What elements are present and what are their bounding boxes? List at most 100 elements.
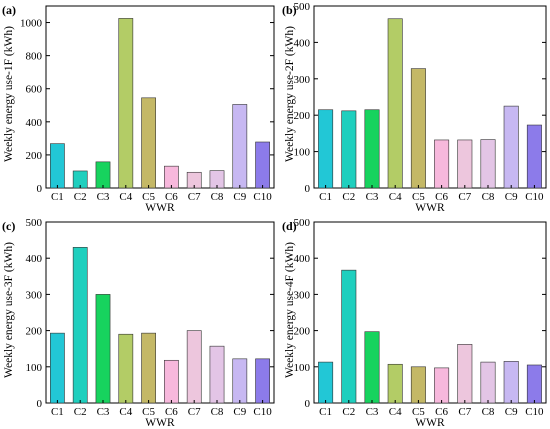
y-tick-label: 0 bbox=[37, 398, 43, 410]
y-tick-label: 200 bbox=[26, 326, 43, 338]
bar-C4 bbox=[387, 18, 403, 189]
x-tick-label: C6 bbox=[435, 191, 448, 203]
y-tick-label: 800 bbox=[26, 51, 43, 63]
bar-C7 bbox=[186, 330, 202, 404]
panel-label: (c) bbox=[2, 219, 15, 233]
bar-C8 bbox=[480, 361, 496, 404]
bar-C10 bbox=[526, 124, 542, 189]
y-tick-label: 500 bbox=[294, 1, 311, 13]
bar-C7 bbox=[457, 344, 473, 404]
bar-C5 bbox=[141, 332, 156, 404]
bar-C2 bbox=[341, 269, 357, 404]
bar-C2 bbox=[341, 110, 357, 189]
x-tick-label: C9 bbox=[505, 406, 518, 418]
bar-C5 bbox=[410, 366, 426, 404]
x-tick-label: C4 bbox=[389, 406, 402, 418]
x-tick-label: C7 bbox=[188, 406, 201, 418]
y-tick-label: 100 bbox=[294, 362, 311, 374]
x-tick-label: C1 bbox=[51, 191, 64, 203]
y-tick-label: 100 bbox=[26, 362, 43, 374]
x-tick-label: C2 bbox=[342, 406, 355, 418]
bar-C10 bbox=[526, 364, 542, 404]
bar-C10 bbox=[255, 141, 270, 189]
bar-C9 bbox=[232, 104, 248, 189]
y-axis-title: Weekly energy use-2F (kWh) bbox=[284, 26, 296, 162]
y-tick-label: 0 bbox=[305, 398, 311, 410]
x-tick-label: C5 bbox=[142, 406, 155, 418]
panel-label: (b) bbox=[282, 3, 297, 17]
x-tick-label: C4 bbox=[389, 191, 402, 203]
y-tick-label: 400 bbox=[26, 253, 43, 265]
bar-C6 bbox=[434, 139, 450, 189]
bar-C4 bbox=[118, 18, 134, 189]
x-tick-label: C10 bbox=[525, 406, 544, 418]
x-tick-label: C8 bbox=[482, 191, 495, 203]
x-axis-title: WWR bbox=[415, 417, 445, 429]
x-tick-label: C3 bbox=[97, 191, 110, 203]
x-tick-label: C5 bbox=[412, 406, 425, 418]
y-tick-label: 200 bbox=[294, 110, 311, 122]
bar-C3 bbox=[95, 294, 111, 404]
bar-C9 bbox=[232, 358, 248, 404]
bar-C5 bbox=[141, 97, 156, 189]
chart-panel-1: 0 100 200 300 400 500 C1 C2 C3 C4 C5 C6 C7 C8 C9 C10 WWR… bbox=[282, 1, 547, 214]
bar-C8 bbox=[480, 139, 496, 189]
bar-C6 bbox=[164, 165, 179, 189]
bar-C6 bbox=[164, 359, 179, 404]
x-tick-label: C7 bbox=[188, 191, 201, 203]
y-tick-label: 600 bbox=[26, 84, 43, 96]
y-tick-label: 1000 bbox=[20, 18, 43, 30]
bar-C7 bbox=[457, 139, 473, 189]
y-tick-label: 300 bbox=[294, 74, 311, 86]
x-tick-label: C7 bbox=[458, 406, 471, 418]
x-tick-label: C6 bbox=[165, 406, 178, 418]
x-tick-label: C5 bbox=[412, 191, 425, 203]
x-tick-label: C4 bbox=[119, 406, 132, 418]
y-tick-label: 0 bbox=[305, 183, 311, 195]
x-tick-label: C4 bbox=[119, 191, 132, 203]
x-tick-label: C9 bbox=[505, 191, 518, 203]
x-tick-label: C1 bbox=[51, 406, 64, 418]
y-axis-title: Weekly energy use-3F (kWh) bbox=[3, 242, 15, 378]
bar-C10 bbox=[255, 358, 270, 404]
y-tick-label: 500 bbox=[294, 217, 311, 229]
y-tick-label: 400 bbox=[294, 253, 311, 265]
x-tick-label: C5 bbox=[142, 191, 155, 203]
plot-frame bbox=[313, 5, 547, 189]
x-tick-label: C10 bbox=[253, 406, 272, 418]
plot-frame bbox=[45, 5, 275, 189]
bar-C1 bbox=[318, 109, 334, 189]
x-tick-label: C10 bbox=[525, 191, 544, 203]
bar-C3 bbox=[364, 109, 380, 189]
x-tick-label: C8 bbox=[482, 406, 495, 418]
y-tick-label: 400 bbox=[26, 117, 43, 129]
bar-C4 bbox=[118, 333, 134, 404]
plot-frame bbox=[45, 221, 275, 404]
y-tick-label: 500 bbox=[26, 217, 43, 229]
panel-label: (d) bbox=[282, 219, 297, 233]
x-tick-label: C3 bbox=[366, 406, 379, 418]
bar-C3 bbox=[364, 331, 380, 404]
x-tick-label: C2 bbox=[74, 191, 87, 203]
bar-C4 bbox=[387, 363, 403, 404]
bar-C9 bbox=[503, 361, 519, 404]
y-axis-title: Weekly energy use-4F (kWh) bbox=[284, 242, 296, 378]
x-tick-label: C1 bbox=[319, 406, 332, 418]
y-tick-label: 100 bbox=[294, 147, 311, 159]
bar-C8 bbox=[209, 345, 225, 404]
chart-panel-2: 0 100 200 300 400 500 C1 C2 C3 C4 C5 C6 C7 C8 C9 C10 WWR… bbox=[2, 217, 275, 429]
y-tick-label: 0 bbox=[37, 183, 43, 195]
x-tick-label: C2 bbox=[342, 191, 355, 203]
y-tick-label: 400 bbox=[294, 37, 311, 49]
panel-label: (a) bbox=[2, 3, 16, 17]
x-tick-label: C6 bbox=[165, 191, 178, 203]
y-axis-title: Weekly energy use-1F (kWh) bbox=[3, 26, 15, 162]
x-axis-title: WWR bbox=[415, 202, 445, 214]
bar-C2 bbox=[72, 247, 88, 404]
x-tick-label: C2 bbox=[74, 406, 87, 418]
x-tick-label: C9 bbox=[233, 406, 246, 418]
x-axis-title: WWR bbox=[145, 417, 175, 429]
x-tick-label: C6 bbox=[435, 406, 448, 418]
y-tick-label: 300 bbox=[26, 289, 43, 301]
